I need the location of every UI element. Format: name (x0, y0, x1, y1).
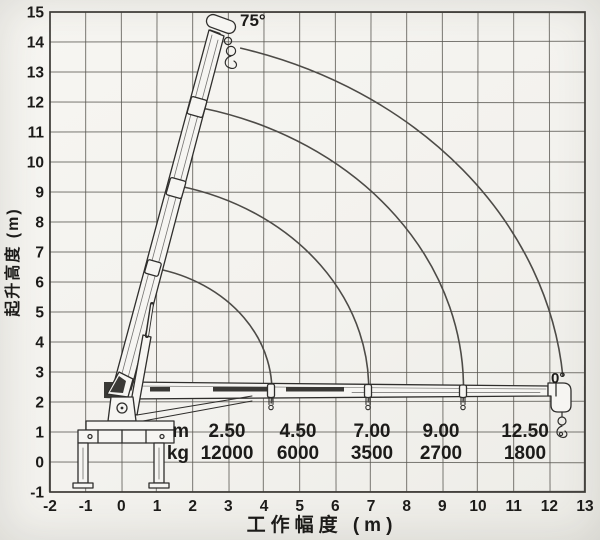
x-tick-label: 0 (117, 498, 126, 515)
load-table-cell: 2700 (420, 443, 462, 464)
axis-tick-labels: -2 -1 0 1 2 3 4 5 6 7 8 9 10 11 12 13-10123456789101112… (27, 5, 594, 516)
envelope-arc (178, 185, 370, 403)
load-table-cell: 7.00 (354, 421, 391, 442)
grid-line-horizontal (49, 40, 586, 43)
x-tick-label: 11 (505, 498, 522, 515)
x-tick-label: 10 (469, 498, 486, 515)
y-axis-title: 起升高度 (m) (3, 207, 22, 317)
hook-top-icon (223, 36, 238, 69)
load-table: m 2.50 4.50 7.00 9.00 12.50 kg 12000 6000 3500 270… (167, 421, 549, 464)
x-tick-label: 2 (188, 498, 197, 515)
x-tick-label: 9 (438, 498, 447, 515)
y-tick-label: 8 (35, 215, 44, 232)
pivot-bracket (106, 371, 134, 398)
envelope-arc (201, 107, 465, 403)
envelope-arc (239, 47, 564, 377)
load-table-cell: 2.50 (209, 421, 246, 442)
grid-line-horizontal (49, 191, 586, 194)
boom-section-pins (268, 396, 466, 411)
outrigger-left (72, 442, 94, 489)
boom-horizontal (104, 381, 549, 400)
grid-line-horizontal (49, 310, 586, 313)
chart-text-labels: 75° 0° 工作幅度 (m) 起升高度 (m) (3, 11, 565, 536)
boom-head-right (547, 382, 572, 413)
grid-line-horizontal (49, 461, 586, 464)
working-envelope-arcs (155, 47, 564, 404)
chart-grid (48, 11, 586, 493)
crane-column (107, 396, 137, 422)
load-table-cell: 1800 (504, 443, 546, 464)
y-tick-label: 3 (35, 365, 44, 382)
grid-line-horizontal (49, 281, 586, 284)
y-tick-label: 15 (27, 5, 45, 22)
x-tick-label: 3 (224, 498, 233, 515)
y-tick-label: 13 (27, 65, 45, 82)
x-tick-label: 1 (153, 498, 162, 515)
x-tick-label: -2 (43, 498, 57, 515)
x-tick-label: 12 (541, 498, 558, 515)
boom-min-angle-label: 0° (551, 370, 565, 387)
y-tick-label: 14 (27, 35, 45, 52)
x-tick-label: 6 (331, 498, 340, 515)
y-tick-label: 11 (28, 125, 45, 142)
y-tick-label: 6 (35, 275, 44, 292)
load-table-row-label: kg (167, 443, 189, 464)
hook-right-icon (556, 411, 568, 439)
y-tick-label: -1 (30, 485, 44, 502)
grid-line-horizontal (49, 101, 586, 104)
y-tick-label: 12 (27, 95, 44, 112)
load-table-cell: 4.50 (280, 421, 317, 442)
outrigger-right (148, 442, 170, 489)
y-tick-label: 1 (35, 425, 44, 442)
grid-line-horizontal (49, 130, 586, 133)
boom-max-angle-label: 75° (240, 11, 266, 30)
x-tick-label: 13 (576, 498, 594, 515)
boom-inclined (113, 13, 237, 391)
crane-base (77, 420, 175, 444)
y-tick-label: 10 (27, 155, 44, 172)
boom-support-links (136, 395, 253, 422)
load-table-cell: 9.00 (423, 421, 460, 442)
x-axis-title: 工作幅度 (m) (247, 513, 398, 536)
y-tick-label: 7 (35, 245, 44, 262)
crane-illustration (72, 13, 572, 489)
x-tick-label: -1 (79, 498, 93, 515)
y-tick-label: 4 (35, 335, 44, 352)
y-tick-label: 0 (35, 455, 44, 472)
load-table-row-label: m (172, 421, 189, 442)
y-tick-label: 2 (35, 395, 44, 412)
x-tick-label: 7 (367, 498, 376, 515)
load-table-cell: 3500 (351, 443, 393, 464)
x-tick-label: 5 (295, 498, 304, 515)
y-tick-label: 9 (35, 185, 44, 202)
envelope-arc (155, 267, 273, 404)
load-table-cell: 6000 (277, 443, 319, 464)
y-tick-label: 5 (35, 305, 44, 322)
grid-line-horizontal (49, 220, 586, 223)
x-tick-label: 4 (260, 498, 269, 515)
load-table-cell: 12.50 (501, 421, 549, 442)
load-table-cell: 12000 (201, 443, 254, 464)
x-tick-label: 8 (402, 498, 411, 515)
plot-border (49, 11, 586, 493)
